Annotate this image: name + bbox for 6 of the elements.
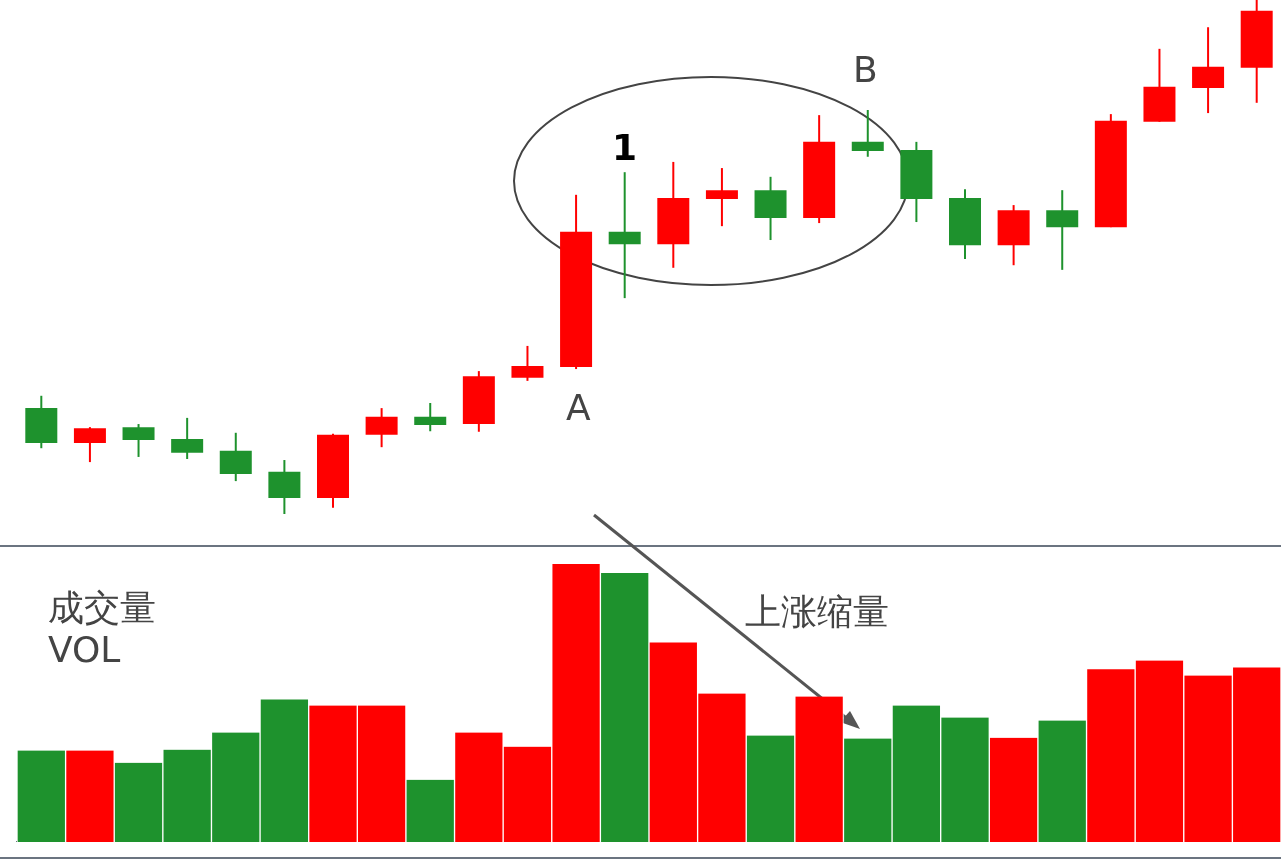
annotation: A xyxy=(566,387,591,428)
annotation: VOL xyxy=(48,629,121,670)
annotation: B xyxy=(853,49,878,90)
annotation: 成交量 xyxy=(48,587,156,628)
annotation: 上涨缩量 xyxy=(745,591,889,632)
annotation: 1 xyxy=(612,127,638,168)
